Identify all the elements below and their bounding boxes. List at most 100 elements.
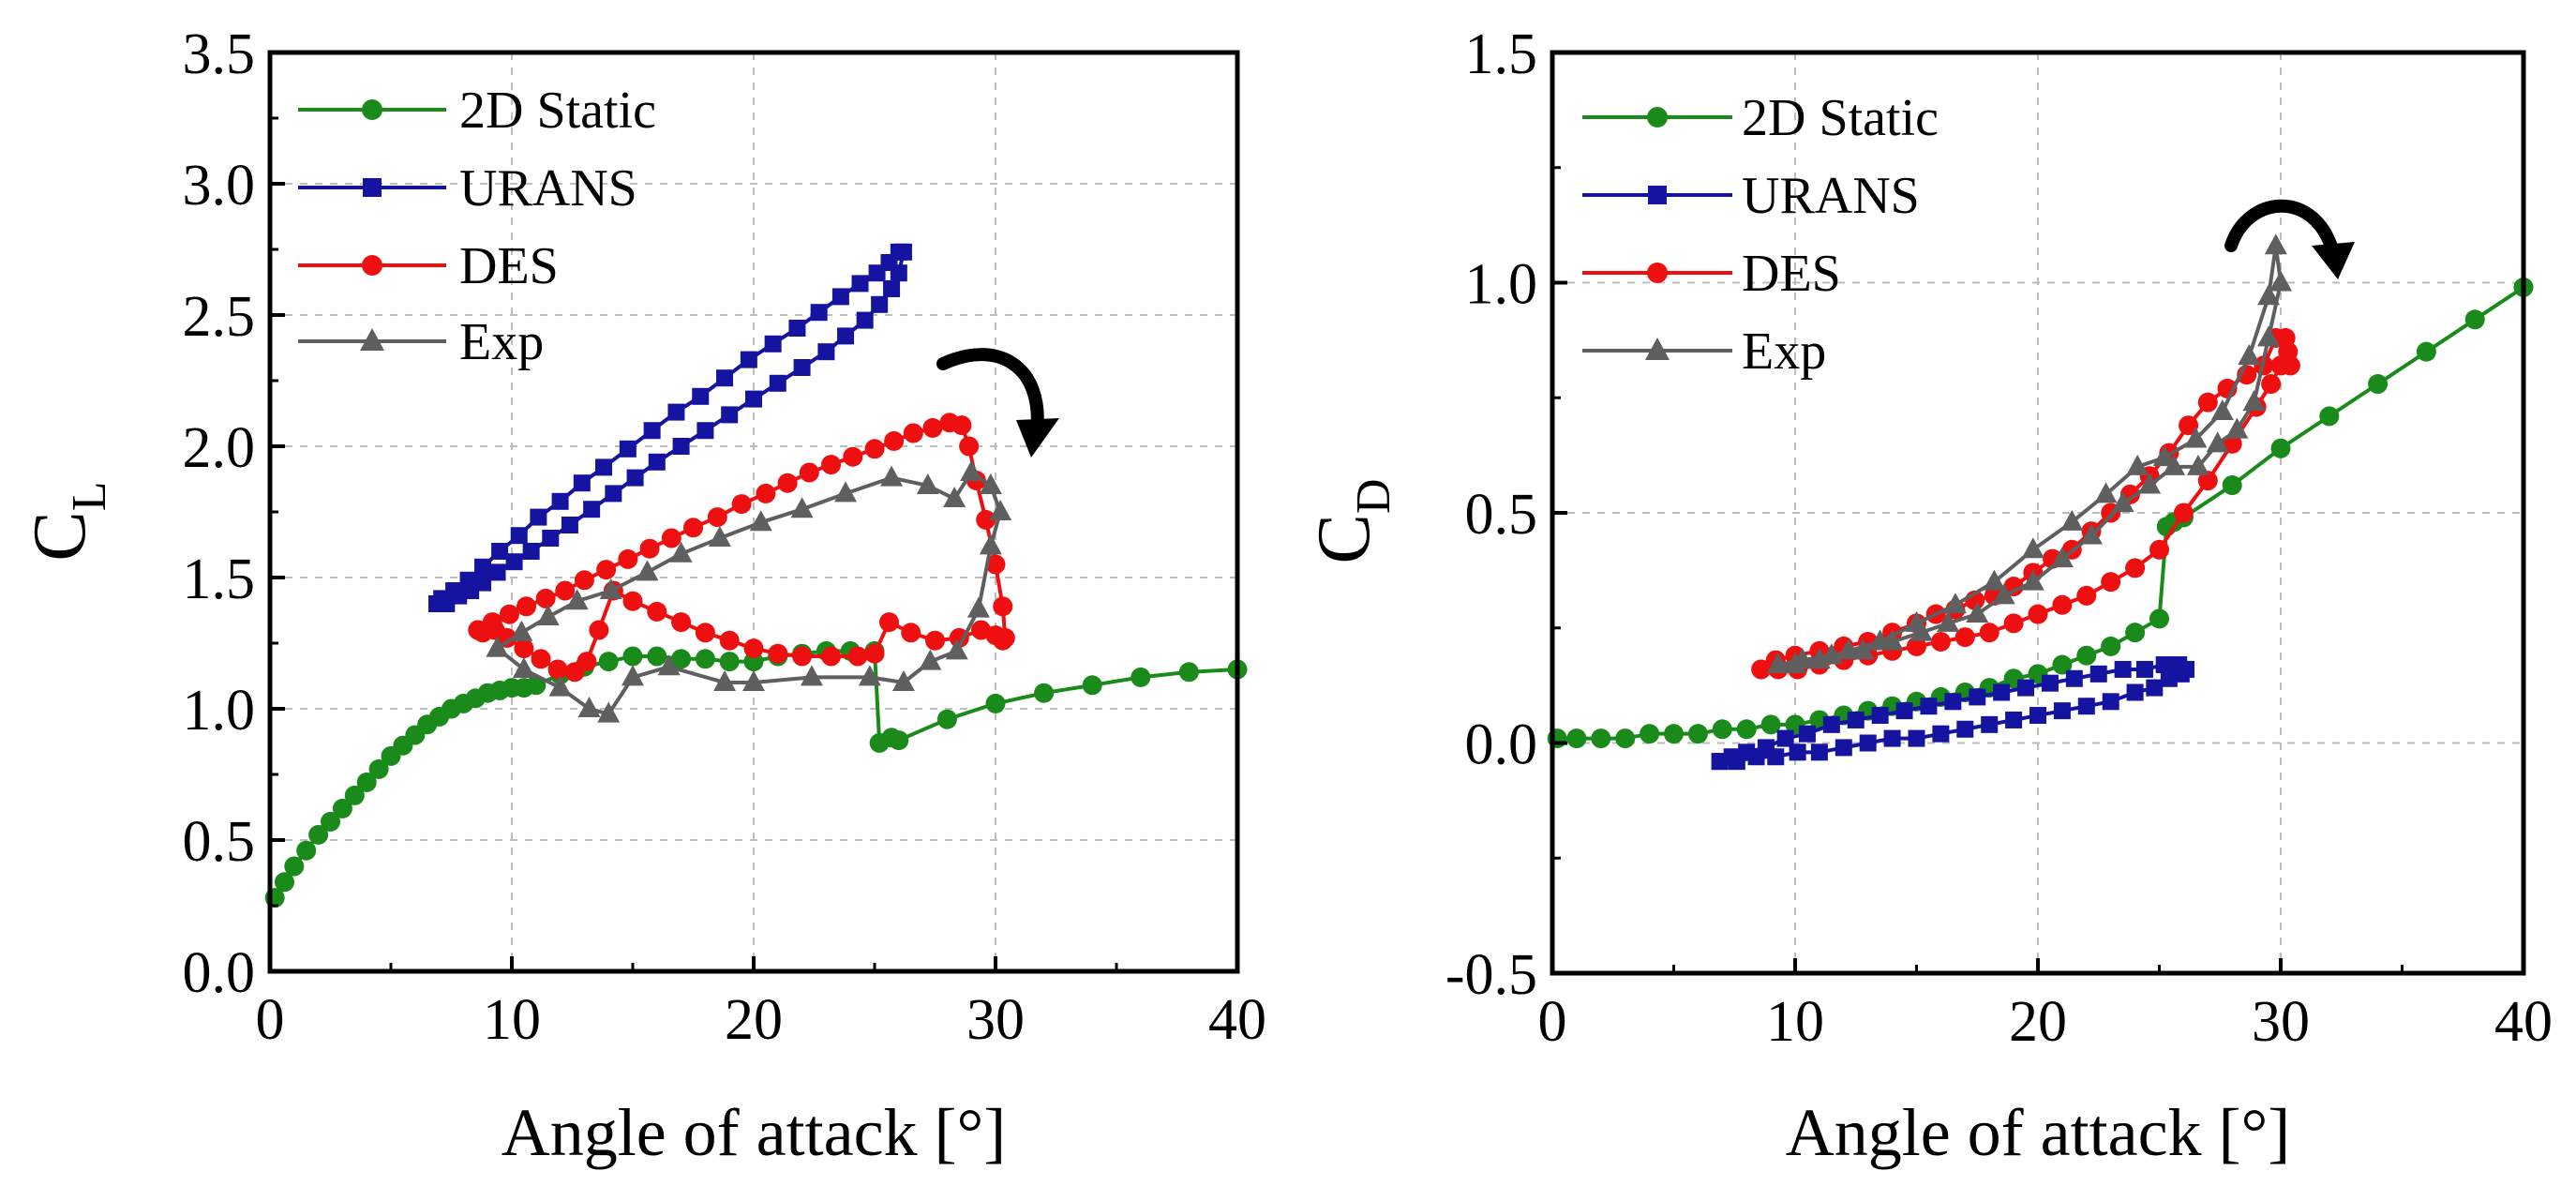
data-point [2257,284,2281,306]
panel-lift: 0 10 20 30 40 0.0 0.5 1.0 1.5 2.0 2.5 3.0 3.5 CL Ang… [19,23,1266,1170]
data-point [368,758,389,779]
data-point [1822,715,1840,733]
data-point [516,596,536,617]
data-point [2065,669,2083,687]
data-point [583,501,601,518]
legend-marker-des [1647,263,1668,283]
data-point [491,543,509,560]
data-point [1751,659,1772,680]
data-point [2238,344,2261,366]
data-point [2076,585,2097,606]
grid-right [1552,53,2524,973]
data-point [2028,604,2048,624]
data-point [880,465,904,487]
data-point [1943,593,1967,614]
data-point [647,646,667,667]
data-point [901,623,921,643]
data-point [2280,355,2300,376]
data-point [2264,233,2287,255]
data-point [596,560,617,580]
data-point [749,510,772,532]
data-point [878,612,899,633]
data-point [574,570,594,591]
data-point [669,541,693,563]
data-point [2089,665,2107,683]
y-tick-label: 3.5 [183,23,256,86]
data-point [551,492,569,510]
data-point [1954,627,1975,648]
data-point [951,415,972,436]
data-point [1789,743,1806,761]
data-point [2101,572,2121,593]
data-point [2464,309,2485,330]
y-tick-label: 0.5 [183,810,256,874]
data-point [2111,491,2134,513]
data-point [2206,431,2229,453]
series-right [1547,233,2534,771]
data-point [671,649,692,669]
data-point [2079,523,2103,545]
data-point [1956,720,1974,738]
data-point [619,440,637,458]
data-point [1760,714,1781,735]
data-point [858,665,881,686]
ticks-left: 0 10 20 30 40 0.0 0.5 1.0 1.5 2.0 2.5 3.0 3.5 [183,23,1267,1052]
data-point [2197,471,2218,491]
series-line-des [476,420,1008,674]
data-point [647,601,667,622]
data-point [945,638,968,660]
ticks-right: 0 10 20 30 40 -0.5 0.0 0.5 1.0 1.5 [1445,23,2553,1054]
data-point [847,646,868,667]
data-point [919,649,942,670]
data-point [1908,729,1925,747]
data-point [512,657,535,678]
data-point [2155,656,2173,674]
data-point [2138,473,2162,494]
data-point [2270,438,2291,458]
data-point [1920,698,1938,715]
data-point [989,500,1012,520]
data-point [1992,583,2015,605]
data-point [1907,636,1926,656]
data-point [2210,398,2234,420]
data-point [2052,594,2073,615]
legend-label-urans: URANS [459,159,637,218]
ylabel-left-sub: L [63,481,116,511]
data-point [2149,539,2169,560]
data-point [474,558,492,576]
data-point [719,630,740,651]
data-point [2261,374,2282,395]
data-point [2003,613,2024,634]
data-point [2005,711,2023,728]
data-point [871,295,889,313]
xlabel-left: Angle of attack [°] [502,1095,1007,1170]
data-point [2152,445,2176,467]
data-point [1790,648,1814,669]
data-point [2021,569,2044,591]
data-point [2050,547,2074,568]
legend-marker-2d-static [362,99,382,120]
data-point [2021,537,2044,559]
data-point [639,538,660,559]
data-point [344,785,365,805]
data-point [831,288,849,306]
data-point [925,630,945,651]
series-urans [428,243,912,612]
data-point [743,638,764,659]
data-point [542,530,560,547]
data-point [884,430,905,451]
data-point [1766,653,1790,674]
data-point [1836,638,1860,660]
hysteresis-arrow-icon [936,348,1059,458]
x-tick-label: 10 [1766,990,1824,1054]
y-tick-label: -0.5 [1445,943,1537,1007]
data-point [708,526,731,547]
data-point [1937,610,1960,632]
data-point [548,675,572,697]
data-point [2269,270,2292,292]
x-tick-label: 0 [256,988,285,1052]
data-point [531,649,551,669]
data-point [1034,683,1055,703]
data-point [903,423,923,443]
series-2d-static [1547,277,2534,749]
